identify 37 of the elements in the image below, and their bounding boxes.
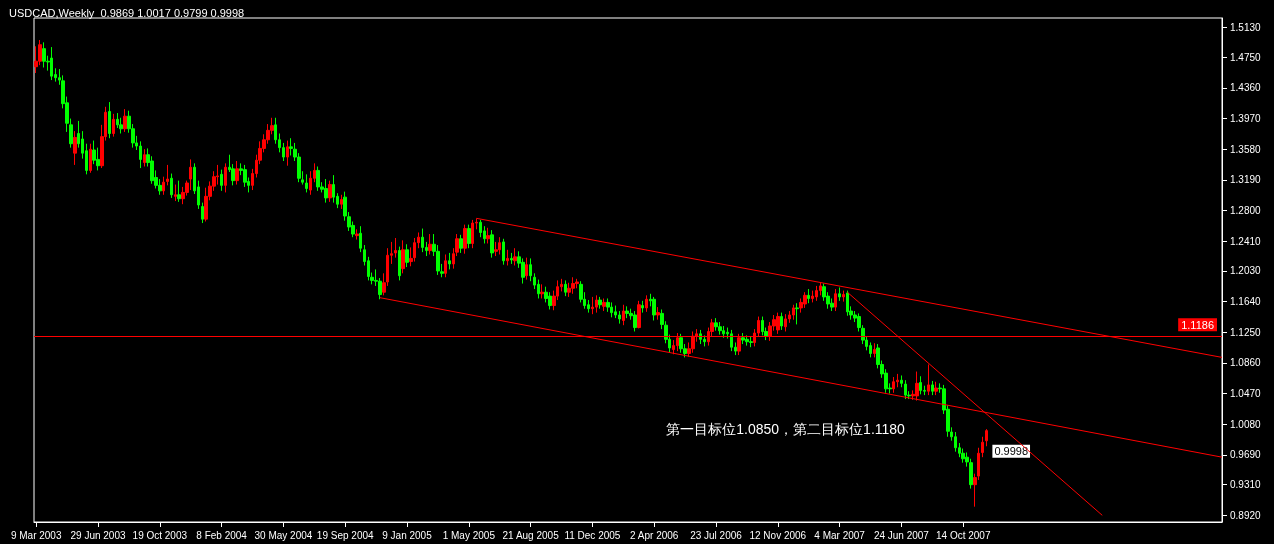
x-tick-label: 23 Jul 2006 — [690, 529, 743, 541]
y-tick-label: 1.0080 — [1230, 418, 1262, 430]
y-tick-label: 0.9690 — [1230, 449, 1262, 461]
y-tick-label: 1.4360 — [1230, 82, 1262, 94]
x-tick-label: 19 Oct 2003 — [132, 529, 188, 541]
x-tick-label: 30 May 2004 — [254, 529, 313, 541]
y-tick-label: 1.3580 — [1230, 143, 1262, 155]
y-tick-label: 0.9310 — [1230, 479, 1262, 491]
y-tick-label: 1.0860 — [1230, 357, 1262, 369]
x-tick-label: 12 Nov 2006 — [749, 529, 807, 541]
x-tick-label: 2 Apr 2006 — [630, 529, 679, 541]
x-tick-label: 1 May 2005 — [442, 529, 496, 541]
annotation: 0.9998 — [994, 445, 1029, 458]
y-tick-label: 1.0470 — [1230, 388, 1262, 400]
y-tick-label: 1.2800 — [1230, 204, 1262, 216]
x-tick-label: 21 Aug 2005 — [502, 529, 560, 541]
y-tick-label: 1.2030 — [1230, 265, 1262, 277]
x-tick-label: 9 Jan 2005 — [382, 529, 433, 541]
y-tick-label: 0.8920 — [1230, 509, 1262, 521]
chart-title: USDCAD,Weekly 0.9869 1.0017 0.9799 0.9998 — [9, 6, 245, 19]
x-tick-label: 8 Feb 2004 — [196, 529, 248, 541]
x-tick-label: 29 Jun 2003 — [70, 529, 126, 541]
annotation: 第一目标位1.0850，第二目标位1.1180 — [666, 420, 906, 437]
x-tick-label: 11 Dec 2005 — [564, 529, 621, 541]
x-tick-label: 24 Jun 2007 — [873, 529, 930, 541]
y-tick-label: 1.5130 — [1230, 21, 1262, 33]
x-tick-label: 19 Sep 2004 — [316, 529, 375, 541]
x-tick-label: 14 Oct 2007 — [935, 529, 991, 541]
y-tick-label: 1.1640 — [1230, 296, 1262, 308]
y-tick-label: 1.3190 — [1230, 174, 1262, 186]
ref-line-label: 1.1186 — [1181, 318, 1214, 331]
x-tick-label: 9 Mar 2003 — [10, 529, 62, 541]
y-tick-label: 1.1250 — [1230, 326, 1262, 338]
x-tick-label: 4 Mar 2007 — [814, 529, 866, 541]
y-tick-label: 1.3970 — [1230, 113, 1262, 125]
y-tick-label: 1.4750 — [1230, 51, 1262, 63]
y-tick-label: 1.2410 — [1230, 235, 1262, 247]
